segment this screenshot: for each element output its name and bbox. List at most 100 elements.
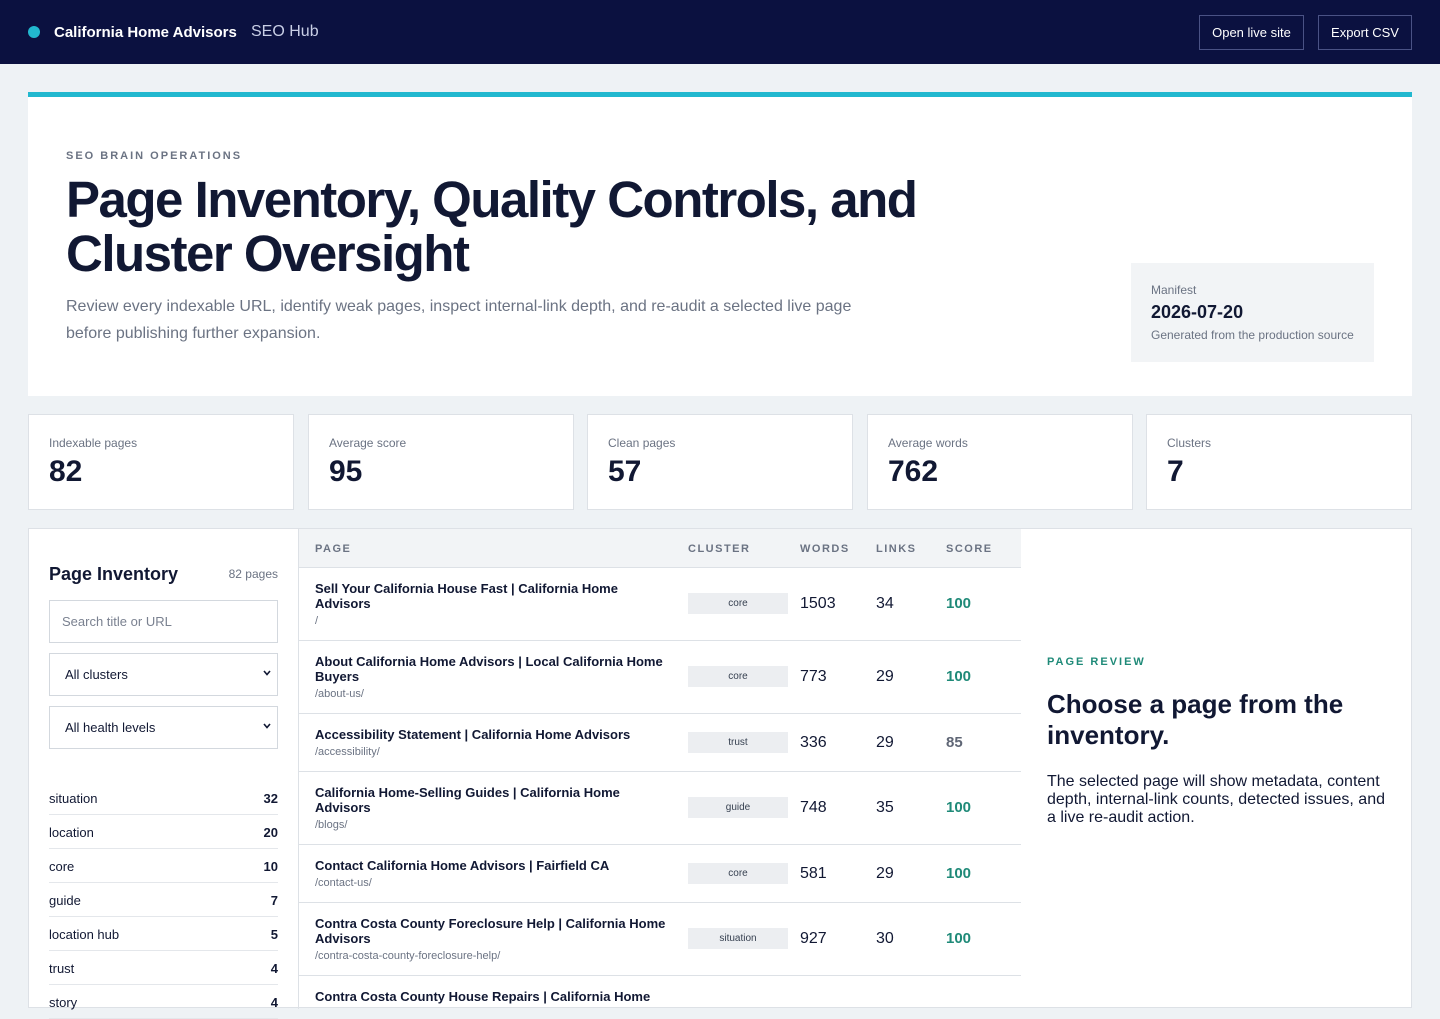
- column-header-cluster[interactable]: CLUSTER: [688, 543, 751, 555]
- row-score: 100: [946, 668, 972, 685]
- page-review-panel: PAGE REVIEW Choose a page from the inven…: [1021, 529, 1411, 1009]
- row-page-url: /contra-costa-county-foreclosure-help/: [315, 950, 501, 962]
- row-score: 100: [946, 930, 972, 947]
- row-words: 336: [800, 734, 827, 751]
- cluster-name: core: [49, 859, 75, 874]
- row-cluster-badge: core: [688, 593, 788, 614]
- cluster-name: trust: [49, 961, 75, 976]
- manifest-note: Generated from the production source: [1151, 328, 1354, 342]
- table-header: PAGE CLUSTER WORDS LINKS SCORE: [299, 529, 1021, 568]
- row-page-url: /contact-us/: [315, 877, 372, 889]
- hero-eyebrow: SEO BRAIN OPERATIONS: [66, 150, 243, 162]
- row-cluster-badge: trust: [688, 732, 788, 753]
- cluster-item-guide[interactable]: guide 7: [49, 883, 278, 917]
- table-row[interactable]: About California Home Advisors | Local C…: [299, 641, 1021, 714]
- stat-label: Clusters: [1167, 436, 1212, 450]
- row-page-title: Sell Your California House Fast | Califo…: [315, 581, 618, 611]
- table-row[interactable]: Contact California Home Advisors | Fairf…: [299, 845, 1021, 903]
- top-bar: California Home Advisors SEO Hub Open li…: [0, 0, 1440, 64]
- brand-name: California Home Advisors: [54, 24, 237, 41]
- cluster-count: 7: [270, 893, 278, 908]
- health-filter-select[interactable]: All health levels: [49, 706, 278, 749]
- row-page-url: /blogs/: [315, 819, 348, 831]
- stat-value: 82: [49, 455, 83, 488]
- stat-average-words: Average words 762: [867, 414, 1133, 510]
- inventory-count: 82 pages: [228, 567, 278, 581]
- row-words: 1503: [800, 595, 836, 612]
- cluster-filter-value: All clusters: [65, 667, 128, 682]
- review-eyebrow: PAGE REVIEW: [1047, 656, 1146, 668]
- cluster-name: location: [49, 825, 94, 840]
- manifest-card: Manifest 2026-07-20 Generated from the p…: [1131, 263, 1374, 362]
- row-page-url: /: [315, 615, 319, 627]
- hero-card: SEO BRAIN OPERATIONS Page Inventory, Qua…: [28, 92, 1412, 396]
- inventory-title: Page Inventory: [49, 564, 179, 584]
- cluster-item-location-hub[interactable]: location hub 5: [49, 917, 278, 951]
- row-page-url: /accessibility/: [315, 746, 380, 758]
- stat-value: 7: [1167, 455, 1184, 488]
- row-score: 100: [946, 865, 972, 882]
- cluster-item-story[interactable]: story 4: [49, 985, 278, 1019]
- row-page-title: About California Home Advisors | Local C…: [315, 654, 663, 684]
- cluster-count: 20: [263, 825, 278, 840]
- row-links: 34: [876, 595, 894, 612]
- row-links: 29: [876, 668, 894, 685]
- cluster-item-location[interactable]: location 20: [49, 815, 278, 849]
- cluster-item-core[interactable]: core 10: [49, 849, 278, 883]
- row-words: 581: [800, 865, 827, 882]
- stat-label: Clean pages: [608, 436, 676, 450]
- manifest-date: 2026-07-20: [1151, 302, 1244, 322]
- cluster-item-trust[interactable]: trust 4: [49, 951, 278, 985]
- health-filter-value: All health levels: [65, 720, 156, 735]
- cluster-name: guide: [49, 893, 81, 908]
- cluster-name: situation: [49, 791, 98, 806]
- cluster-name: location hub: [49, 927, 120, 942]
- row-cluster-badge: core: [688, 863, 788, 884]
- page-title: Page Inventory, Quality Controls, and Cl…: [66, 171, 918, 282]
- row-words: 927: [800, 930, 827, 947]
- chevron-down-icon: [263, 670, 271, 676]
- cluster-filter-select[interactable]: All clusters: [49, 653, 278, 696]
- cluster-count: 5: [270, 927, 278, 942]
- cluster-count: 10: [263, 859, 278, 874]
- stat-value: 95: [329, 455, 363, 488]
- chevron-down-icon: [263, 723, 271, 729]
- row-links: 29: [876, 865, 894, 882]
- row-page-title: California Home-Selling Guides | Califor…: [315, 785, 620, 815]
- brand-dot-icon: [28, 26, 40, 38]
- open-live-site-button[interactable]: Open live site: [1199, 15, 1304, 50]
- inventory-panel: Page Inventory 82 pages All clusters All…: [28, 528, 1412, 1019]
- row-page-title: Accessibility Statement | California Hom…: [315, 727, 631, 742]
- cluster-list: situation 32 location 20 core 10 guide 7…: [49, 781, 278, 1019]
- row-score: 100: [946, 799, 972, 816]
- row-score: 85: [946, 734, 963, 751]
- row-cluster-badge: core: [688, 666, 788, 687]
- manifest-label: Manifest: [1151, 283, 1197, 297]
- search-input[interactable]: [49, 600, 278, 643]
- stat-label: Average score: [329, 436, 407, 450]
- row-cluster-badge: situation: [688, 928, 788, 949]
- table-row[interactable]: Accessibility Statement | California Hom…: [299, 714, 1021, 772]
- stat-label: Indexable pages: [49, 436, 138, 450]
- stat-clean-pages: Clean pages 57: [587, 414, 853, 510]
- cluster-item-situation[interactable]: situation 32: [49, 781, 278, 815]
- export-csv-button[interactable]: Export CSV: [1318, 15, 1412, 50]
- row-cluster-badge: guide: [688, 797, 788, 818]
- row-page-url: /about-us/: [315, 688, 364, 700]
- cluster-name: story: [49, 995, 78, 1010]
- brand-subtitle: SEO Hub: [251, 23, 319, 40]
- table-row[interactable]: Contra Costa County House Repairs | Cali…: [299, 976, 1021, 1009]
- stat-clusters: Clusters 7: [1146, 414, 1412, 510]
- table-row[interactable]: Sell Your California House Fast | Califo…: [299, 568, 1021, 641]
- cluster-count: 4: [270, 961, 278, 976]
- table-row[interactable]: Contra Costa County Foreclosure Help | C…: [299, 903, 1021, 976]
- table-row[interactable]: California Home-Selling Guides | Califor…: [299, 772, 1021, 845]
- review-description: The selected page will show metadata, co…: [1047, 773, 1385, 826]
- column-header-page[interactable]: PAGE: [315, 543, 352, 555]
- column-header-score[interactable]: SCORE: [946, 543, 993, 555]
- column-header-words[interactable]: WORDS: [800, 543, 850, 555]
- row-links: 29: [876, 734, 894, 751]
- row-page-title: Contra Costa County Foreclosure Help | C…: [315, 916, 666, 946]
- column-header-links[interactable]: LINKS: [876, 543, 917, 555]
- inventory-sidebar: Page Inventory 82 pages All clusters All…: [29, 529, 299, 1019]
